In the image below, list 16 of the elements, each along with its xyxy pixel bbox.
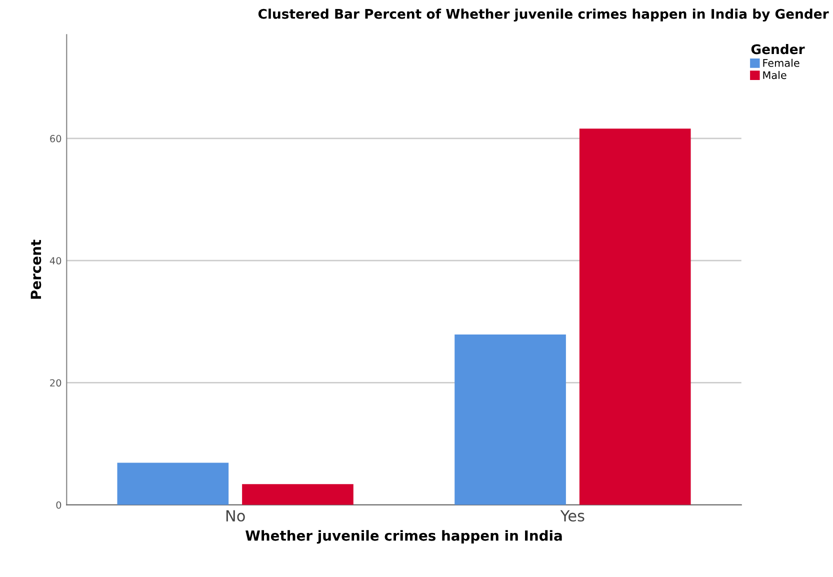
bar bbox=[579, 128, 691, 505]
bar bbox=[454, 334, 566, 505]
x-tick-label: No bbox=[226, 510, 245, 522]
y-tick-label: 20 bbox=[50, 379, 62, 387]
y-axis-title: Percent bbox=[30, 240, 42, 299]
y-tick-label: 60 bbox=[50, 134, 62, 142]
bar bbox=[242, 484, 354, 505]
x-axis-title: Whether juvenile crimes happen in India bbox=[246, 530, 562, 544]
legend-label: Female bbox=[763, 58, 800, 67]
x-tick-label: Yes bbox=[560, 510, 584, 522]
y-tick-label: 0 bbox=[56, 501, 62, 509]
y-tick-label: 40 bbox=[50, 257, 62, 264]
chart-title: Clustered Bar Percent of Whether juvenile crimes happen in India by Gender bbox=[258, 8, 829, 22]
legend-title: Gender bbox=[751, 44, 805, 54]
bar bbox=[117, 462, 229, 505]
legend-label: Male bbox=[763, 71, 786, 80]
